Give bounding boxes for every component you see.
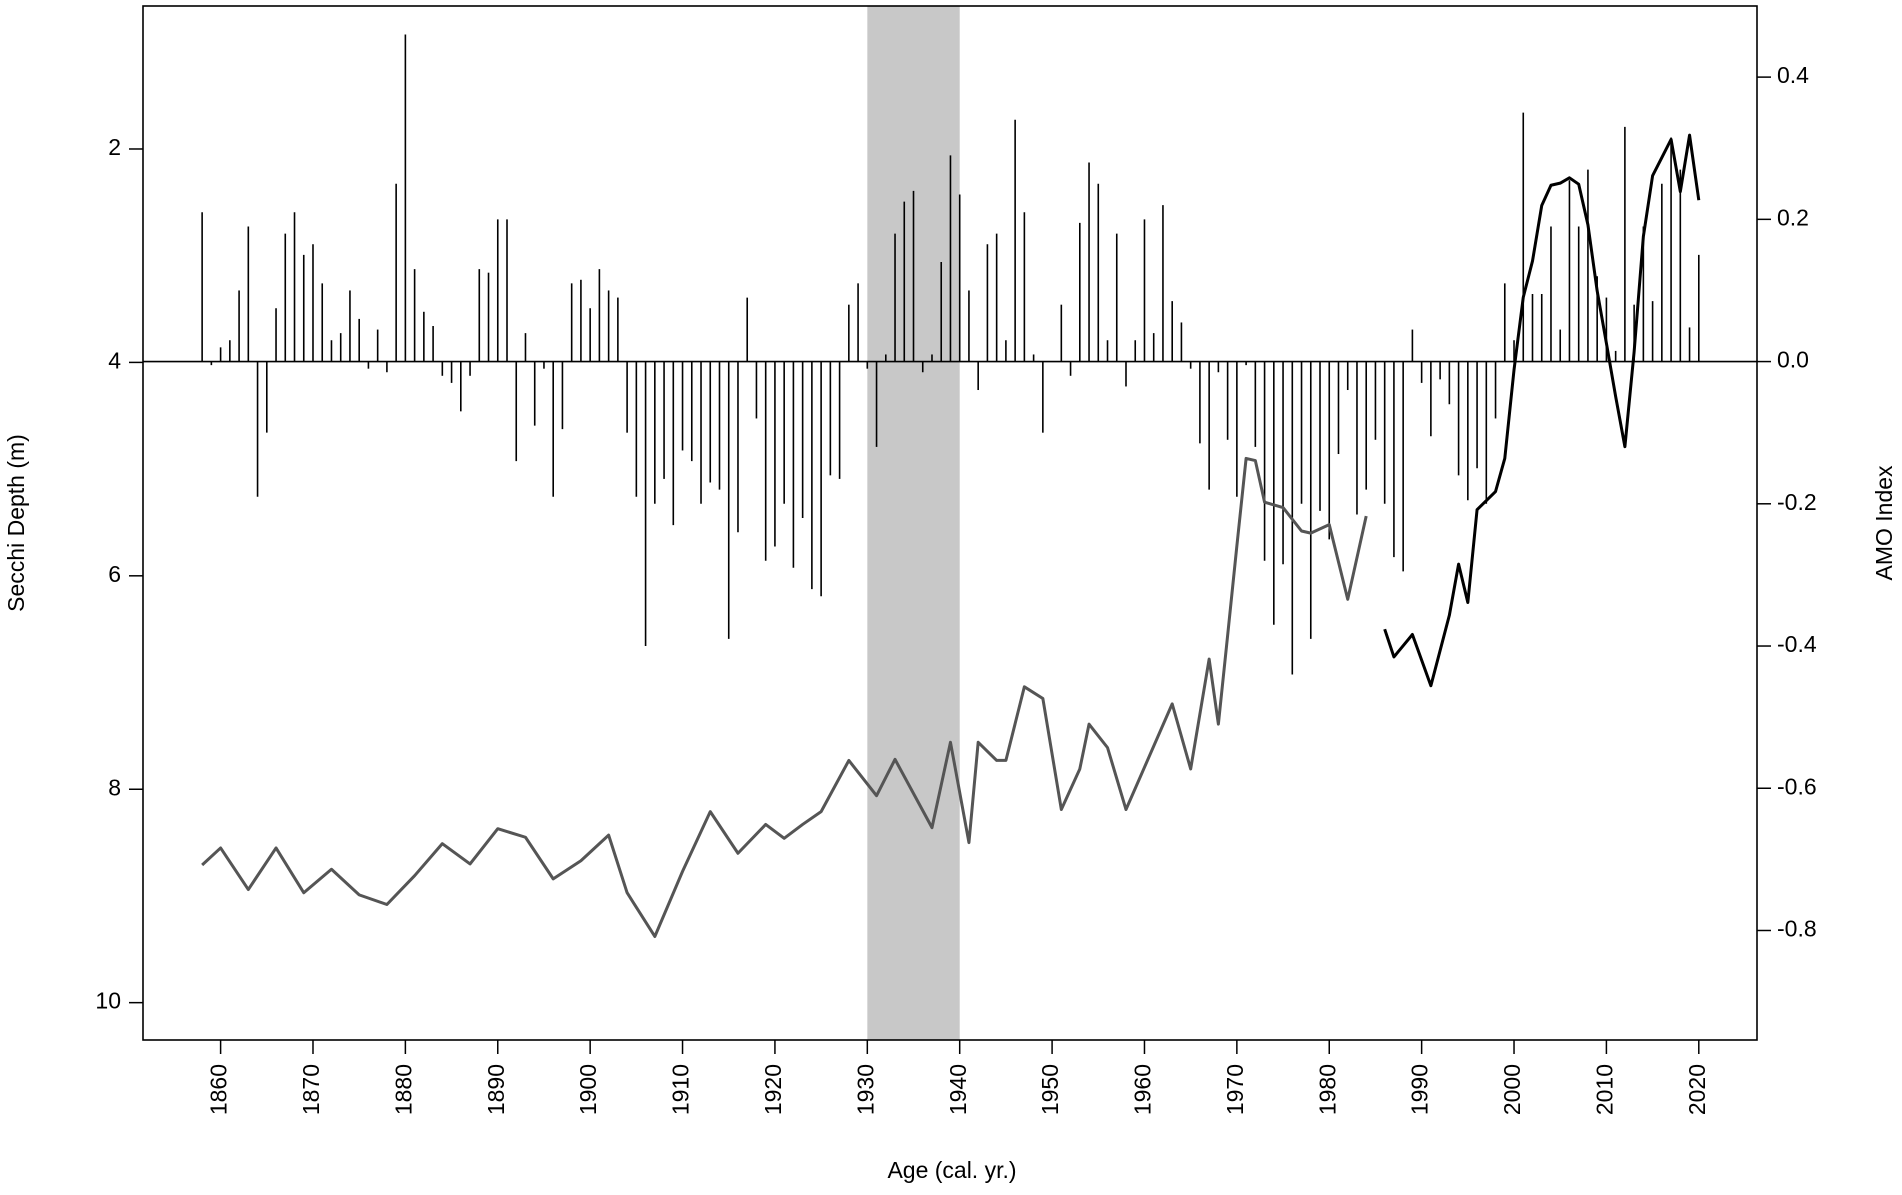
y2-tick-label: -0.4: [1777, 631, 1817, 657]
y-tick-label: 6: [108, 561, 121, 587]
y2-tick-label: -0.2: [1777, 489, 1817, 515]
x-tick-label: 1990: [1407, 1064, 1433, 1115]
x-tick-label: 1940: [945, 1064, 971, 1115]
y-tick-label: 8: [108, 774, 121, 800]
y-tick-label: 4: [108, 347, 121, 373]
y2-axis-label: AMO Index: [1871, 465, 1897, 581]
x-tick-label: 1970: [1222, 1064, 1248, 1115]
x-tick-label: 1880: [390, 1064, 416, 1115]
x-axis-label: Age (cal. yr.): [887, 1157, 1016, 1183]
y-tick-label: 2: [108, 134, 121, 160]
plot-frame: [142, 5, 1758, 1041]
x-tick-label: 1920: [760, 1064, 786, 1115]
y2-tick-label: -0.6: [1777, 773, 1817, 799]
x-tick-label: 2020: [1684, 1064, 1710, 1115]
y2-tick-label: -0.8: [1777, 916, 1817, 942]
x-tick-label: 1890: [483, 1064, 509, 1115]
x-tick-label: 2000: [1499, 1064, 1525, 1115]
y-tick-label: 10: [95, 988, 121, 1014]
x-tick-label: 2010: [1591, 1064, 1617, 1115]
secchi-line: [201, 456, 1368, 938]
x-tick-label: 1950: [1037, 1064, 1063, 1115]
x-tick-label: 1900: [575, 1064, 601, 1115]
x-tick-label: 1860: [206, 1064, 232, 1115]
x-tick-label: 1910: [668, 1064, 694, 1115]
y2-tick-label: 0.2: [1777, 204, 1809, 230]
x-tick-label: 1980: [1314, 1064, 1340, 1115]
shaded-span: [867, 6, 960, 1040]
y2-tick-label: 0.0: [1777, 347, 1809, 373]
y2-tick-label: 0.4: [1777, 62, 1809, 88]
x-tick-label: 1960: [1130, 1064, 1156, 1115]
secchi-line: [1383, 133, 1701, 688]
x-tick-label: 1870: [298, 1064, 324, 1115]
y-axis-label: Secchi Depth (m): [3, 434, 29, 612]
x-tick-label: 1930: [852, 1064, 878, 1115]
